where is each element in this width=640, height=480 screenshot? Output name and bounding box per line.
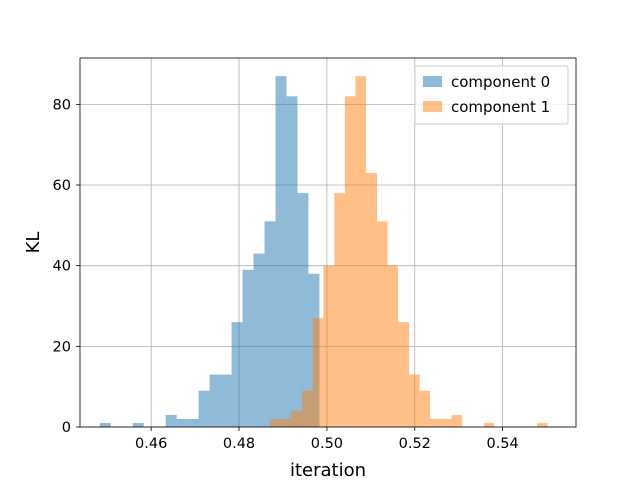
y-tick-label: 40: [53, 259, 71, 275]
x-axis-label: iteration: [290, 460, 366, 480]
y-axis-label: KL: [23, 232, 44, 254]
legend: component 0 component 1: [414, 65, 569, 125]
histogram-bar-component-1: [430, 418, 441, 427]
histogram-bar-component-1: [451, 414, 463, 427]
x-tick-label: 0.48: [223, 436, 255, 452]
histogram-bar-component-1: [323, 265, 335, 427]
histogram-bar-component-1: [376, 221, 388, 427]
histogram-bar-component-1: [270, 418, 281, 427]
histogram-bars: [99, 76, 548, 428]
legend-label-component-0: component 0: [451, 73, 550, 91]
histogram-bar-component-1: [409, 374, 420, 427]
y-tick-label: 20: [53, 339, 71, 355]
legend-swatch-component-0: [423, 76, 442, 87]
histogram-bar-component-1: [291, 410, 303, 427]
histogram-bar-component-0: [209, 374, 221, 427]
x-tick-label: 0.50: [311, 436, 343, 452]
histogram-bar-component-1: [366, 172, 377, 427]
legend-swatch-component-1: [423, 101, 442, 112]
histogram-bar-component-0: [99, 422, 111, 427]
histogram-bar-component-0: [176, 418, 188, 427]
x-tick-label: 0.52: [399, 436, 431, 452]
histogram-bar-component-0: [297, 193, 309, 427]
x-tick-label: 0.54: [486, 436, 518, 452]
histogram-bar-component-1: [355, 76, 367, 428]
histogram-bar-component-1: [344, 96, 356, 428]
histogram-bar-component-0: [253, 253, 265, 427]
histogram-bar-component-1: [334, 193, 345, 427]
histogram-bar-component-0: [286, 96, 298, 428]
histogram-bar-component-0: [132, 422, 144, 427]
legend-box: [414, 65, 569, 125]
histogram-bar-component-0: [275, 76, 287, 428]
histogram-bar-component-0: [264, 221, 276, 427]
histogram-bar-component-0: [220, 374, 232, 427]
y-tick-label: 80: [53, 97, 71, 113]
histogram-bar-component-0: [198, 390, 210, 427]
axis-ticks: 0.46 0.48 0.50 0.52 0.54 0 20 40 60 80: [53, 97, 519, 452]
y-tick-label: 60: [53, 178, 71, 194]
y-tick-label: 0: [62, 420, 71, 436]
histogram-bar-component-0: [242, 269, 254, 427]
histogram-bar-component-0: [231, 322, 243, 427]
histogram-bar-component-0: [165, 414, 177, 427]
histogram-bar-component-1: [483, 422, 495, 427]
x-tick-label: 0.46: [135, 436, 167, 452]
histogram-bar-component-0: [187, 418, 199, 427]
histogram-bar-component-1: [536, 422, 548, 427]
histogram-bar-component-1: [312, 318, 324, 427]
histogram-bar-component-1: [302, 390, 313, 427]
legend-label-component-1: component 1: [451, 98, 550, 116]
histogram-bar-component-1: [398, 322, 410, 427]
histogram-bar-component-1: [280, 418, 292, 427]
histogram-bar-component-1: [440, 418, 452, 427]
histogram-bar-component-1: [419, 390, 431, 427]
plot-frame: [79, 57, 577, 428]
histogram-bar-component-1: [387, 265, 399, 427]
